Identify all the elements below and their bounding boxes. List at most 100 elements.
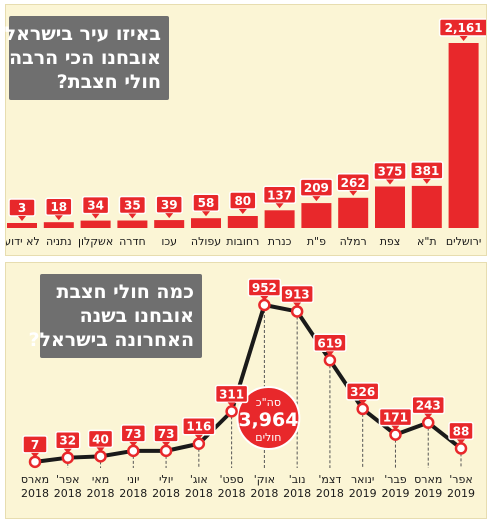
cities-title-line-3: חולי חצבת? — [56, 71, 161, 93]
bar-value-label-10: 34 — [87, 199, 104, 213]
bar-value-pointer-10 — [91, 213, 100, 219]
data-point-13 — [454, 442, 468, 455]
point-value-bubble-2 — [87, 429, 114, 449]
monthly-line-chart: סה"כ3,964חולים7מארס201832אפר'201840מאי20… — [21, 278, 475, 500]
x-month-label-11: פבר' — [384, 473, 407, 486]
point-value-label-10: 326 — [350, 385, 375, 399]
x-month-label-8: נוב' — [289, 473, 306, 486]
bar-value-label-6: 80 — [234, 194, 251, 208]
bar-5 — [264, 210, 295, 228]
x-month-label-2: מאי — [92, 473, 109, 486]
bar-value-label-2: 375 — [377, 165, 402, 179]
data-point-6 — [225, 405, 238, 418]
point-value-pointer-9 — [325, 351, 334, 357]
cities-bar-chart: 2,161 ירושלים 381 ת"א 375 צפת 262 רמלה 209 פ"ת 137… — [6, 18, 486, 248]
point-value-pointer-0 — [31, 452, 39, 458]
point-value-label-8: 913 — [285, 287, 310, 301]
data-point-8 — [290, 305, 304, 318]
point-value-label-0: 7 — [31, 438, 39, 452]
point-value-pointer-4 — [162, 441, 171, 447]
x-year-label-4: 2018 — [152, 487, 180, 500]
bar-value-pointer-2 — [386, 179, 394, 185]
point-value-pointer-3 — [129, 441, 138, 447]
bar-7 — [191, 218, 221, 228]
x-month-label-13: אפר' — [449, 473, 472, 486]
bar-category-label-2: צפת — [380, 235, 401, 248]
point-value-pointer-8 — [293, 302, 302, 308]
point-value-label-1: 32 — [59, 434, 76, 448]
x-year-label-8: 2018 — [283, 487, 311, 500]
bar-value-pointer-1 — [422, 178, 431, 184]
bar-2 — [375, 186, 405, 228]
x-month-label-3: יוני — [127, 473, 139, 486]
point-value-pointer-1 — [63, 448, 72, 454]
bar-6 — [227, 216, 258, 228]
point-value-bubble-8 — [280, 284, 314, 304]
bar-3 — [338, 197, 369, 228]
x-month-label-1: אפר' — [56, 473, 79, 486]
x-year-label-6: 2018 — [218, 487, 246, 500]
bar-1 — [411, 185, 442, 228]
bar-value-pointer-7 — [202, 211, 210, 217]
x-year-label-13: 2019 — [447, 487, 475, 500]
point-value-label-9: 619 — [317, 336, 342, 350]
point-value-pointer-5 — [194, 434, 203, 440]
point-value-label-13: 88 — [453, 424, 470, 438]
cities-title-line-1: באיזו עיר בישראל — [4, 23, 161, 45]
point-value-pointer-12 — [424, 413, 433, 419]
point-value-label-6: 311 — [219, 387, 244, 401]
bar-category-label-3: רמלה — [340, 235, 367, 248]
bar-value-label-12: 3 — [18, 201, 26, 215]
monthly-title-line-2: אובחנו בשנה — [79, 305, 194, 327]
x-year-label-0: 2018 — [21, 487, 49, 500]
bar-value-label-11: 18 — [50, 200, 67, 214]
bar-category-label-11: נתניה — [46, 235, 72, 248]
data-point-10 — [356, 402, 369, 416]
bar-4 — [301, 203, 332, 228]
data-point-2 — [94, 450, 107, 463]
bar-category-label-12: לא ידוע — [6, 235, 40, 248]
bar-value-label-8: 39 — [161, 198, 178, 212]
x-year-label-9: 2018 — [316, 487, 344, 500]
x-month-label-6: ספט' — [220, 473, 244, 486]
bar-value-pointer-6 — [238, 209, 247, 214]
point-value-pointer-6 — [227, 402, 236, 408]
data-point-12 — [421, 416, 435, 429]
x-month-label-12: מארס — [414, 473, 442, 486]
data-point-5 — [192, 437, 206, 450]
bar-category-label-8: עכו — [161, 235, 177, 248]
total-annotation-circle — [236, 386, 301, 450]
monthly-title-line-3: האחרונה בישראל? — [28, 329, 194, 351]
bar-value-pointer-4 — [312, 196, 321, 202]
point-value-label-12: 243 — [416, 399, 441, 413]
bar-category-label-5: כנרת — [268, 235, 292, 248]
bar-category-label-1: ת"א — [417, 235, 437, 248]
bar-9 — [117, 220, 148, 228]
bar-value-pointer-9 — [128, 213, 137, 219]
data-point-7 — [258, 298, 271, 312]
data-point-1 — [61, 451, 75, 464]
total-annotation-line2: חולים — [255, 431, 281, 444]
monthly-title-line-1: כמה חולי חצבת — [56, 281, 194, 303]
point-value-pointer-10 — [358, 399, 367, 405]
point-value-label-7: 952 — [252, 281, 277, 295]
bar-value-label-5: 137 — [267, 188, 292, 202]
bar-value-pointer-8 — [165, 213, 174, 219]
cities-title-line-2: אובחנו הכי הרבה — [9, 47, 161, 69]
bar-category-label-7: עפולה — [191, 235, 221, 248]
cities-chart-title: באיזו עיר בישראל אובחנו הכי הרבה חולי חצ… — [4, 16, 169, 100]
x-year-label-3: 2018 — [119, 487, 147, 500]
bar-value-label-9: 35 — [124, 199, 141, 213]
x-year-label-12: 2019 — [414, 487, 442, 500]
point-value-label-3: 73 — [125, 427, 142, 441]
data-point-3 — [127, 444, 140, 458]
x-year-label-11: 2019 — [381, 487, 409, 500]
bar-value-pointer-3 — [349, 190, 358, 196]
x-month-label-9: דצמ' — [318, 473, 341, 486]
bar-value-label-4: 209 — [304, 181, 329, 195]
total-annotation-line1: סה"כ — [256, 396, 281, 409]
cities-chart-panel: באיזו עיר בישראל אובחנו הכי הרבה חולי חצ… — [5, 4, 487, 256]
point-value-label-5: 116 — [186, 420, 211, 434]
bar-value-label-3: 262 — [341, 176, 366, 190]
bar-value-label-1: 381 — [414, 164, 439, 178]
